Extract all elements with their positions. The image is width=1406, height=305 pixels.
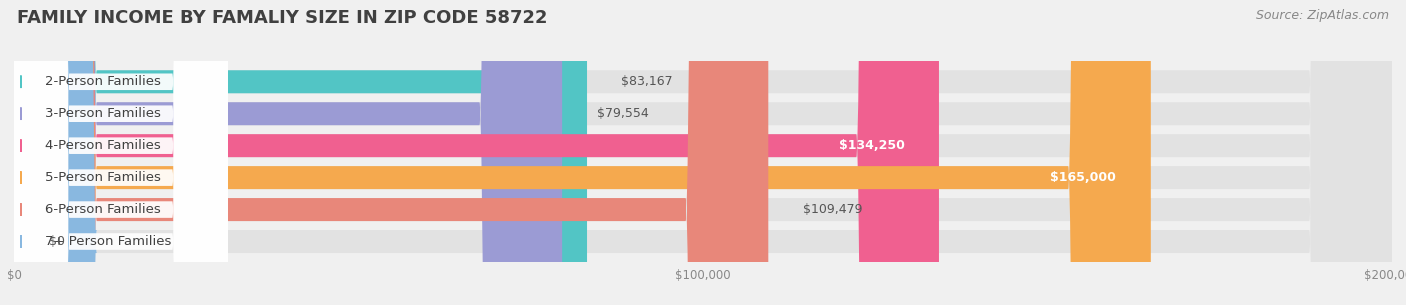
Text: 5-Person Families: 5-Person Families [45,171,160,184]
FancyBboxPatch shape [14,0,1392,305]
Text: FAMILY INCOME BY FAMALIY SIZE IN ZIP CODE 58722: FAMILY INCOME BY FAMALIY SIZE IN ZIP COD… [17,9,547,27]
FancyBboxPatch shape [14,0,1392,305]
FancyBboxPatch shape [14,0,1152,305]
FancyBboxPatch shape [14,0,1392,305]
FancyBboxPatch shape [14,0,1392,305]
Text: 4-Person Families: 4-Person Families [45,139,160,152]
Text: $83,167: $83,167 [621,75,673,88]
Text: $165,000: $165,000 [1050,171,1116,184]
FancyBboxPatch shape [14,0,228,305]
Text: 3-Person Families: 3-Person Families [45,107,160,120]
FancyBboxPatch shape [14,0,228,305]
Text: $134,250: $134,250 [838,139,904,152]
FancyBboxPatch shape [0,0,97,305]
FancyBboxPatch shape [14,0,768,305]
FancyBboxPatch shape [14,0,228,305]
Text: 6-Person Families: 6-Person Families [45,203,160,216]
Text: $79,554: $79,554 [596,107,648,120]
Text: $0: $0 [48,235,65,248]
Text: 2-Person Families: 2-Person Families [45,75,160,88]
FancyBboxPatch shape [14,0,588,305]
Text: Source: ZipAtlas.com: Source: ZipAtlas.com [1256,9,1389,22]
FancyBboxPatch shape [14,0,228,305]
FancyBboxPatch shape [14,0,228,305]
FancyBboxPatch shape [14,0,939,305]
Text: $109,479: $109,479 [803,203,862,216]
FancyBboxPatch shape [14,0,1392,305]
FancyBboxPatch shape [14,0,1392,305]
Text: 7+ Person Families: 7+ Person Families [45,235,172,248]
FancyBboxPatch shape [14,0,562,305]
FancyBboxPatch shape [14,0,228,305]
